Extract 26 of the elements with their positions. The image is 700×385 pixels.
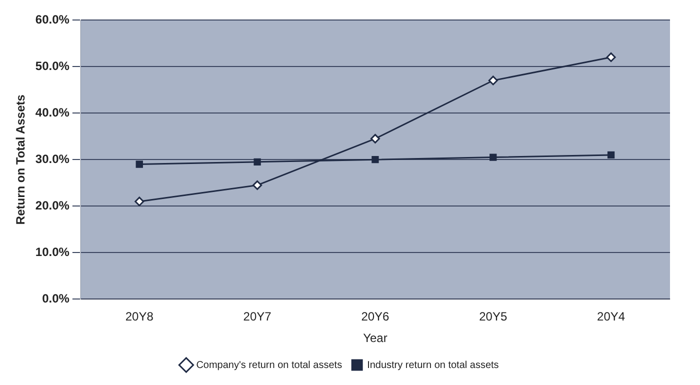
point xyxy=(607,151,615,159)
y-tick-label: 50.0% xyxy=(35,58,70,73)
y-tick-label: 40.0% xyxy=(35,105,70,120)
point xyxy=(254,158,261,166)
y-tick-label: 10.0% xyxy=(35,244,70,259)
y-tick-label: 60.0% xyxy=(35,12,70,26)
point xyxy=(606,52,616,62)
x-tick-label: 20Y8 xyxy=(125,310,154,324)
legend-label: Company's return on total assets xyxy=(196,360,342,371)
x-tick-label: 20Y6 xyxy=(361,310,390,324)
point xyxy=(134,196,144,206)
x-tick-label: 20Y5 xyxy=(479,310,508,324)
y-tick-label: 20.0% xyxy=(35,198,70,212)
x-tick-label: 20Y7 xyxy=(243,310,272,324)
y-tick-label: 0.0% xyxy=(42,292,70,306)
y-tick-label: 30.0% xyxy=(35,152,70,166)
point xyxy=(370,134,380,144)
point xyxy=(252,180,262,190)
x-axis-title: Year xyxy=(363,331,388,346)
y-axis-title: Return on Total Assets xyxy=(14,94,28,225)
legend-label: Industry return on total assets xyxy=(367,360,499,371)
point xyxy=(488,76,498,86)
point xyxy=(372,156,379,164)
x-tick-label: 20Y4 xyxy=(597,310,626,324)
point xyxy=(136,160,143,168)
point xyxy=(490,154,497,161)
